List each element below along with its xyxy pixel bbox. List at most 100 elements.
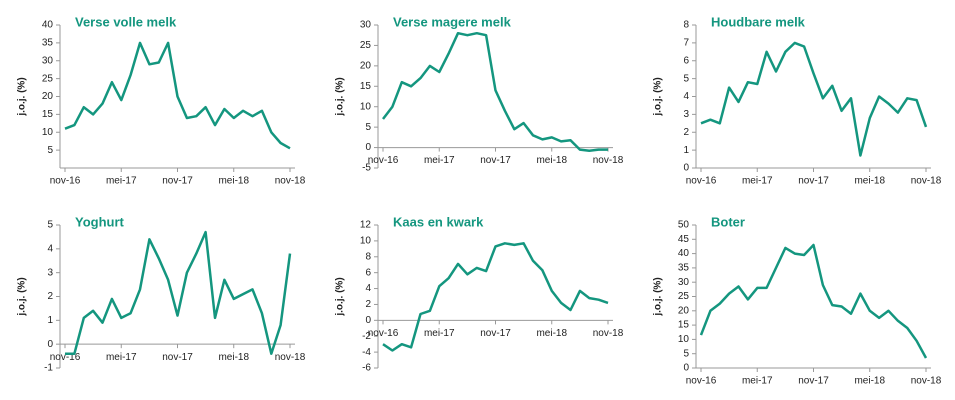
y-tick-label: 3 <box>47 267 53 278</box>
x-tick-label: nov-18 <box>275 352 306 363</box>
y-tick-label: 8 <box>683 20 689 31</box>
x-tick-label: nov-17 <box>480 328 511 339</box>
y-tick-label: 25 <box>678 291 690 302</box>
x-tick-label: nov-16 <box>368 328 399 339</box>
x-tick-label: nov-16 <box>686 376 717 387</box>
y-tick-label: 10 <box>360 101 372 112</box>
chart-title: Verse magere melk <box>393 14 512 29</box>
data-line <box>65 230 292 355</box>
y-tick-label: 40 <box>678 248 690 259</box>
y-tick-label: -1 <box>44 363 53 374</box>
chart-title: Yoghurt <box>75 214 125 229</box>
y-tick-label: 6 <box>365 267 371 278</box>
x-tick-label: nov-16 <box>50 352 81 363</box>
y-tick-label: 30 <box>678 277 690 288</box>
x-tick-label: nov-17 <box>162 352 193 363</box>
x-tick-label: mei-17 <box>424 155 455 166</box>
y-axis-label: j.o.j. (%) <box>17 277 28 316</box>
x-tick-label: nov-16 <box>686 176 717 187</box>
y-tick-label: 4 <box>365 283 371 294</box>
x-tick-label: mei-17 <box>424 328 455 339</box>
data-line <box>382 242 609 352</box>
x-tick-label: mei-18 <box>854 176 885 187</box>
x-tick-label: nov-18 <box>593 155 624 166</box>
y-axis-label: j.o.j. (%) <box>653 77 664 116</box>
y-tick-label: 30 <box>42 55 54 66</box>
y-tick-label: 0 <box>683 363 689 374</box>
y-axis-label: j.o.j. (%) <box>653 277 664 316</box>
data-line <box>64 41 291 150</box>
x-tick-label: mei-18 <box>854 376 885 387</box>
y-tick-label: 15 <box>42 109 54 120</box>
x-tick-label: mei-17 <box>106 352 137 363</box>
y-tick-label: 5 <box>683 348 689 359</box>
x-tick-label: nov-17 <box>480 155 511 166</box>
y-tick-label: 0 <box>365 315 371 326</box>
y-tick-label: 25 <box>360 40 372 51</box>
x-tick-label: nov-18 <box>911 376 942 387</box>
y-tick-label: 25 <box>42 73 54 84</box>
y-tick-label: 5 <box>47 145 53 156</box>
y-tick-label: 6 <box>683 55 689 66</box>
x-tick-label: nov-18 <box>911 176 942 187</box>
y-tick-label: 40 <box>42 20 54 31</box>
x-tick-label: nov-18 <box>275 176 306 187</box>
y-tick-label: 8 <box>365 251 371 262</box>
y-tick-label: 15 <box>360 81 372 92</box>
y-tick-label: 2 <box>365 299 371 310</box>
y-tick-label: 15 <box>678 320 690 331</box>
y-tick-label: 2 <box>47 291 53 302</box>
y-tick-label: 1 <box>683 145 689 156</box>
y-tick-label: 4 <box>683 91 689 102</box>
y-tick-label: 35 <box>42 38 54 49</box>
x-tick-label: nov-16 <box>50 176 81 187</box>
x-tick-label: mei-17 <box>106 176 137 187</box>
data-line <box>382 31 608 153</box>
y-axis-label: j.o.j. (%) <box>335 77 346 116</box>
y-axis-label: j.o.j. (%) <box>335 277 346 316</box>
y-tick-label: 10 <box>42 127 54 138</box>
x-tick-label: nov-17 <box>798 176 829 187</box>
y-tick-label: 2 <box>683 127 689 138</box>
chart-title: Boter <box>711 214 745 229</box>
y-tick-label: 0 <box>47 339 53 350</box>
x-tick-label: mei-17 <box>742 376 773 387</box>
y-tick-label: -5 <box>362 163 371 174</box>
y-tick-label: 5 <box>365 122 371 133</box>
chart-title: Verse volle melk <box>75 14 177 29</box>
x-tick-label: mei-18 <box>218 176 249 187</box>
y-tick-label: -4 <box>362 347 371 358</box>
y-tick-label: 0 <box>683 163 689 174</box>
y-tick-label: 20 <box>360 60 372 71</box>
x-tick-label: nov-17 <box>162 176 193 187</box>
y-tick-label: 5 <box>47 220 53 231</box>
x-tick-label: mei-18 <box>536 155 567 166</box>
x-tick-label: mei-18 <box>218 352 249 363</box>
y-tick-label: -6 <box>362 363 371 374</box>
chart-title: Kaas en kwark <box>393 214 484 229</box>
y-tick-label: 50 <box>678 220 690 231</box>
y-tick-label: 12 <box>360 220 372 231</box>
chart-title: Houdbare melk <box>711 14 806 29</box>
x-tick-label: nov-18 <box>593 328 624 339</box>
y-axis-label: j.o.j. (%) <box>17 77 28 116</box>
y-tick-label: 3 <box>683 109 689 120</box>
x-tick-label: mei-17 <box>742 176 773 187</box>
x-tick-label: mei-18 <box>536 328 567 339</box>
y-tick-label: 1 <box>47 315 53 326</box>
y-tick-label: 30 <box>360 20 372 31</box>
y-tick-label: 4 <box>47 243 53 254</box>
y-tick-label: 10 <box>678 334 690 345</box>
data-line <box>700 41 928 157</box>
y-tick-label: 20 <box>678 305 690 316</box>
y-tick-label: -2 <box>362 331 371 342</box>
y-tick-label: 45 <box>678 234 690 245</box>
y-tick-label: 5 <box>683 73 689 84</box>
y-tick-label: 0 <box>365 142 371 153</box>
y-tick-label: 20 <box>42 91 54 102</box>
y-tick-label: 7 <box>683 38 689 49</box>
y-tick-label: 35 <box>678 263 690 274</box>
y-tick-label: 10 <box>360 236 372 247</box>
data-line <box>699 243 928 359</box>
